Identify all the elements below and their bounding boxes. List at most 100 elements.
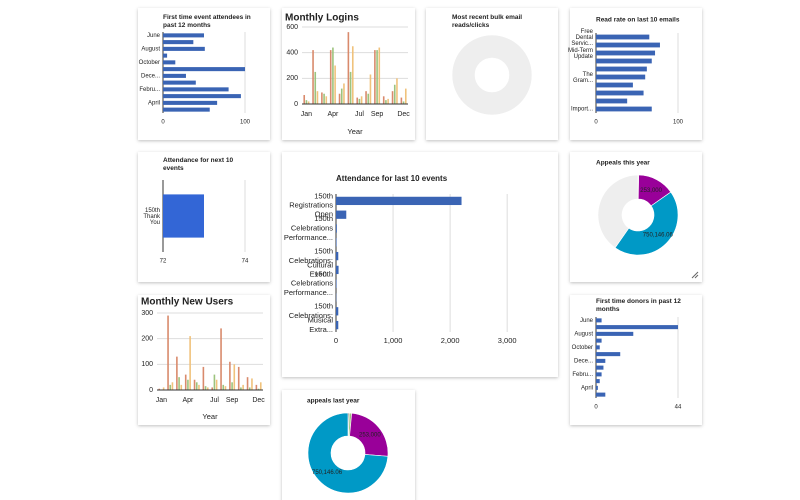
y-tick-label: 150th Celebrations Performance... (284, 269, 333, 297)
x-tick-label: 74 (242, 259, 249, 265)
bar (163, 194, 204, 238)
x-tick-label: 100 (240, 120, 251, 126)
bar (303, 95, 306, 104)
donut-slice (614, 191, 679, 256)
cards (138, 8, 702, 500)
chart-title: Attendance for next 10 events (163, 157, 233, 172)
bar (158, 388, 161, 390)
bar (171, 382, 174, 390)
card (138, 295, 270, 425)
bar (596, 379, 600, 384)
bar (356, 97, 359, 104)
bar (336, 238, 337, 247)
y-tick-label: June (147, 33, 161, 39)
y-tick-label: August (141, 46, 160, 52)
bar (163, 67, 245, 72)
card (282, 152, 558, 377)
bar (400, 97, 403, 104)
bar (305, 100, 308, 104)
bar (338, 93, 341, 104)
bar (365, 91, 367, 104)
bar (178, 377, 180, 390)
bar (387, 98, 389, 104)
bar (167, 315, 169, 390)
chart-title: Monthly Logins (285, 13, 359, 24)
y-tick-label: 200 (141, 336, 153, 343)
y-tick-label: April (148, 100, 160, 106)
bar (163, 60, 176, 65)
x-tick-label: Jan (301, 111, 312, 118)
bar (163, 107, 210, 112)
bar (163, 94, 241, 99)
bar (596, 82, 633, 88)
y-tick-label: 150th Celebrations: (289, 246, 333, 264)
slice-label: 253,000 (359, 432, 381, 438)
bar (237, 366, 240, 390)
y-tick-label: October (139, 60, 160, 66)
bar (246, 377, 249, 390)
bar (596, 50, 656, 56)
x-tick-label: 2,000 (441, 336, 460, 345)
bar (336, 210, 347, 219)
chart-title: Appeals this year (596, 160, 650, 167)
card (570, 8, 702, 140)
bar (213, 374, 216, 390)
bar (163, 33, 204, 38)
chart-title: Monthly New Users (141, 297, 234, 308)
bar (596, 372, 602, 377)
bar (396, 78, 398, 104)
bar (347, 32, 350, 105)
bar (360, 96, 363, 104)
bar (596, 58, 652, 64)
bar (180, 384, 183, 390)
bar (334, 65, 336, 104)
bar (596, 385, 598, 390)
resize-icon (691, 271, 699, 279)
bar (378, 47, 381, 104)
card (426, 8, 558, 140)
x-axis-title: Year (347, 127, 363, 136)
y-tick-label: 200 (286, 75, 298, 82)
y-tick-label: Febru... (139, 87, 160, 93)
bar (336, 320, 339, 330)
bar (162, 387, 165, 390)
y-tick-label: 150th Celebrations Performance... (284, 214, 333, 242)
bar (163, 100, 218, 105)
bar (240, 387, 242, 390)
y-tick-label: Mid-Term Update (568, 48, 594, 60)
card (138, 8, 270, 140)
bar (596, 331, 634, 336)
bar (336, 196, 462, 206)
bar (596, 34, 650, 40)
bar (367, 93, 370, 104)
bar (340, 88, 343, 104)
bar (259, 382, 262, 390)
bar (195, 382, 198, 390)
y-tick-label: 150th Registrations (289, 191, 333, 209)
bar (336, 224, 337, 233)
bar (211, 387, 214, 390)
chart-title: Read rate on last 10 emails (596, 17, 680, 24)
bar (376, 50, 378, 104)
bar (596, 318, 602, 323)
x-tick-label: 72 (160, 259, 167, 265)
bar (596, 106, 652, 112)
bar (163, 80, 196, 85)
x-tick-label: Sep (226, 397, 239, 404)
x-tick-label: Jan (156, 397, 167, 404)
x-tick-label: 0 (594, 120, 598, 126)
bar (229, 361, 231, 390)
chart-title: Attendance for last 10 events (336, 174, 448, 183)
bar (242, 384, 244, 390)
x-tick-label: Jul (210, 397, 219, 404)
bar (222, 384, 225, 390)
bar (231, 382, 233, 390)
x-tick-label: 44 (675, 405, 682, 411)
y-tick-label: 600 (286, 24, 298, 31)
bar (596, 90, 644, 96)
y-tick-label: 0 (149, 387, 153, 394)
chart-title: First time donors in past 12 months (596, 298, 681, 313)
bar (596, 74, 646, 80)
bar (163, 73, 186, 78)
slice-label: 750,146.06 (312, 470, 343, 476)
